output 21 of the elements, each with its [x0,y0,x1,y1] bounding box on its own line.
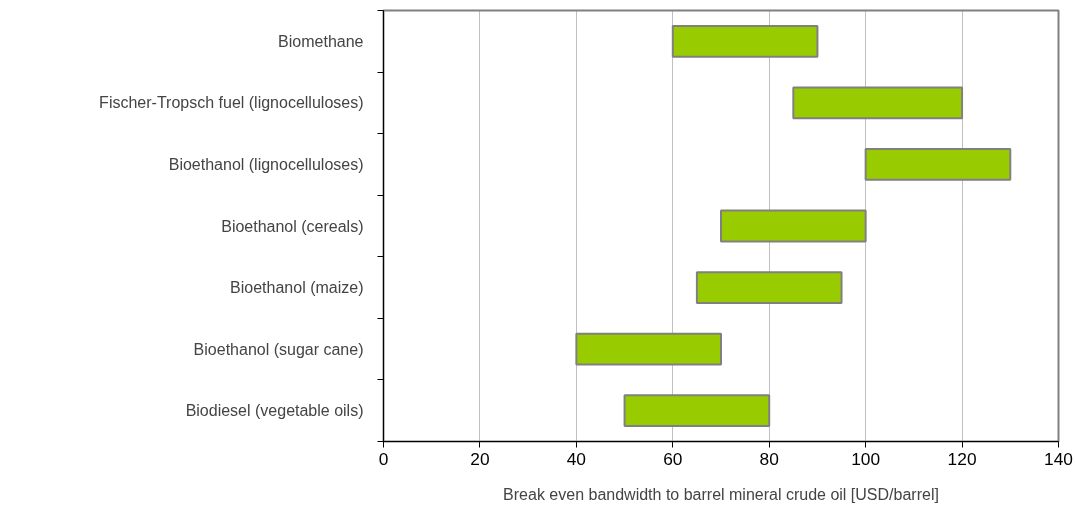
bar [720,209,867,243]
x-tick-label: 140 [1044,448,1073,469]
y-tick-label: Biodiesel (vegetable oils) [185,402,364,420]
y-tick-label: Bioethanol (cereals) [221,217,364,235]
x-axis-title: Break even bandwidth to barrel mineral crude oil [USD/barrel] [503,485,939,503]
bar [575,332,722,366]
y-tick-label: Biomethane [278,32,364,50]
x-tick-label: 40 [566,448,586,469]
bar [671,24,819,58]
x-tick-label: 0 [378,448,389,469]
x-tick-label: 120 [947,448,977,469]
y-tick-label: Bioethanol (sugar cane) [193,340,364,358]
x-tick-label: 60 [663,448,683,469]
y-tick-label: Fischer-Tropsch fuel (lignocelluloses) [99,94,364,112]
y-tick-label: Bioethanol (lignocelluloses) [168,155,364,173]
x-tick-label: 80 [759,448,779,469]
bar [695,271,843,304]
x-tick-label: 100 [851,448,881,469]
y-tick-label: Bioethanol (maize) [230,279,364,297]
bar [623,394,771,428]
x-tick-label: 20 [470,448,490,469]
